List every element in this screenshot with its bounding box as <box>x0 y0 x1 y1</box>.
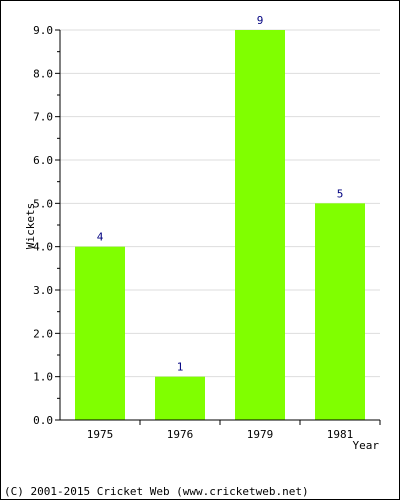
x-tick-label-1975: 1975 <box>87 428 114 441</box>
bar-1975 <box>75 246 125 420</box>
x-axis-ticks: 1975 1976 1979 1981 <box>87 420 381 441</box>
x-tick-label-1976: 1976 <box>167 428 194 441</box>
y-tick-label: 1.0 <box>33 371 53 384</box>
y-tick-label: 3.0 <box>33 284 53 297</box>
y-tick-label: 2.0 <box>33 327 53 340</box>
x-axis-label: Year <box>353 439 380 452</box>
x-tick-label-1981: 1981 <box>327 428 354 441</box>
y-tick-label: 5.0 <box>33 197 53 210</box>
data-label-1981: 5 <box>337 187 344 200</box>
data-label-1976: 1 <box>177 361 184 374</box>
bars <box>75 30 365 420</box>
y-tick-label: 7.0 <box>33 111 53 124</box>
y-tick-label: 8.0 <box>33 67 53 80</box>
y-axis-ticks: 0.0 1.0 2.0 3.0 4.0 5.0 6.0 7.0 8.0 9.0 <box>33 24 60 427</box>
x-tick-label-1979: 1979 <box>247 428 274 441</box>
y-axis-label: Wickets <box>24 203 37 249</box>
y-tick-label: 6.0 <box>33 154 53 167</box>
bar-1979 <box>235 30 285 420</box>
bar-1981 <box>315 203 365 420</box>
copyright-text: (C) 2001-2015 Cricket Web (www.cricketwe… <box>4 485 309 498</box>
bar-1976 <box>155 376 205 420</box>
y-tick-label: 9.0 <box>33 24 53 37</box>
y-tick-label: 0.0 <box>33 414 53 427</box>
data-label-1979: 9 <box>257 14 264 27</box>
data-labels: 4 1 9 5 <box>97 14 344 374</box>
y-tick-label: 4.0 <box>33 241 53 254</box>
data-label-1975: 4 <box>97 231 104 244</box>
